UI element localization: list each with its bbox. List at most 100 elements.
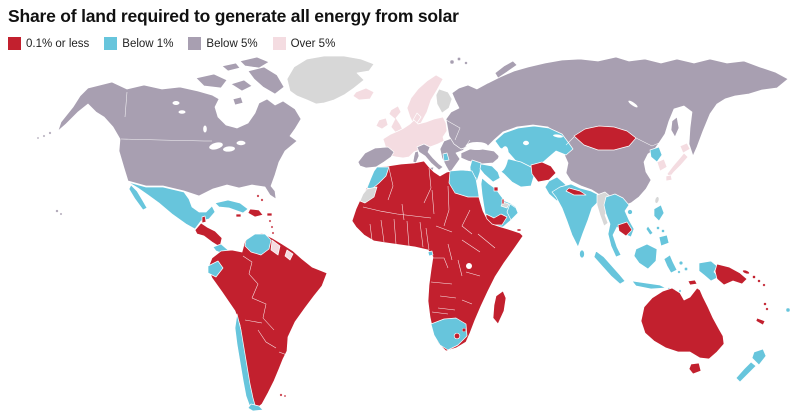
- region-new-zealand-south: [735, 361, 757, 383]
- great-bear-lake: [172, 101, 180, 105]
- region-italy: [416, 143, 444, 171]
- region-south-america: [207, 232, 328, 410]
- region-iceland: [352, 87, 375, 101]
- region-arctic-islands: [230, 79, 253, 92]
- region-east-timor: [687, 279, 698, 286]
- legend-swatch-purple-icon: [188, 37, 202, 50]
- great-slave-lake: [178, 110, 186, 114]
- region-australia: [640, 287, 725, 360]
- region-equatorial-guinea: [427, 250, 434, 257]
- region-belize: [201, 215, 207, 224]
- region-svalbard: [449, 59, 455, 65]
- region-guyana: [270, 239, 281, 256]
- region-java: [631, 280, 667, 290]
- region-japan-kyushu: [665, 174, 673, 182]
- region-puerto-rico: [266, 212, 273, 217]
- legend-item: Below 5%: [188, 37, 258, 50]
- region-falkland-islands: [283, 394, 287, 398]
- region-moluccas: [679, 261, 683, 265]
- lake-baikal: [628, 100, 638, 108]
- legend-label: Below 1%: [122, 37, 174, 50]
- region-moluccas: [684, 267, 688, 271]
- legend: 0.1% or less Below 1% Below 5% Over 5%: [8, 37, 335, 50]
- lake-erie-ontario: [236, 140, 246, 146]
- region-vanuatu: [763, 302, 767, 306]
- region-north-korea: [649, 146, 663, 163]
- region-hawaii: [55, 209, 59, 213]
- legend-item: 0.1% or less: [8, 37, 89, 50]
- region-iberia: [357, 146, 395, 169]
- region-philippines-visayas: [661, 229, 665, 233]
- region-venezuela: [244, 233, 272, 256]
- region-afghanistan: [530, 161, 557, 183]
- region-india: [551, 183, 608, 248]
- region-solomon-islands: [762, 283, 766, 287]
- region-french-guiana: [284, 249, 294, 261]
- black-sea: [466, 142, 488, 150]
- region-philippines-mindanao: [658, 234, 670, 247]
- region-lesser-antilles: [271, 231, 275, 235]
- region-sumatra: [593, 250, 626, 285]
- region-lesser-antilles: [268, 219, 272, 223]
- legend-swatch-red-icon: [8, 37, 21, 50]
- region-papua-new-guinea: [714, 263, 748, 286]
- region-lesotho: [453, 332, 461, 340]
- region-new-caledonia: [755, 317, 766, 326]
- region-borneo: [633, 243, 658, 270]
- region-svalbard: [457, 57, 461, 61]
- lake-balkhash: [553, 134, 563, 138]
- region-new-britain: [742, 269, 750, 275]
- region-svalbard: [464, 61, 468, 65]
- legend-item: Over 5%: [272, 37, 335, 50]
- lake-superior: [209, 142, 223, 150]
- region-tasmania: [688, 362, 702, 375]
- region-aleutian-islands: [48, 131, 52, 135]
- region-iran: [497, 158, 535, 188]
- region-south-korea: [656, 158, 668, 172]
- region-bahamas: [260, 198, 264, 202]
- region-solomon-islands: [752, 275, 756, 279]
- region-qatar: [501, 198, 505, 205]
- region-cuba: [214, 199, 249, 214]
- region-falkland-islands: [279, 393, 283, 397]
- region-western-europe: [382, 116, 448, 159]
- legend-swatch-blue-icon: [104, 37, 118, 50]
- region-baja-california: [128, 184, 148, 211]
- region-kuwait: [493, 186, 499, 192]
- region-ireland: [375, 117, 389, 130]
- region-sardinia-corsica: [412, 150, 420, 164]
- region-moluccas: [677, 270, 681, 274]
- region-sakhalin: [670, 116, 680, 138]
- region-nepal: [565, 187, 587, 196]
- region-philippines-visayas: [656, 226, 660, 230]
- region-hawaii: [59, 212, 63, 216]
- country-borders: [120, 91, 660, 356]
- region-bahamas: [256, 194, 260, 198]
- lake-michigan-huron: [223, 146, 235, 152]
- region-taiwan: [654, 196, 660, 204]
- region-aleutian-islands: [36, 136, 40, 140]
- region-sulawesi: [663, 254, 678, 274]
- region-arctic-islands: [232, 96, 244, 106]
- lake-winnipeg: [203, 125, 207, 133]
- region-solomon-islands: [757, 279, 761, 283]
- region-cambodia: [617, 221, 633, 237]
- region-japan-hokkaido: [679, 142, 691, 154]
- region-oman: [506, 203, 519, 221]
- region-albania: [442, 152, 450, 162]
- legend-swatch-pink-icon: [272, 37, 286, 50]
- aral-sea: [523, 140, 529, 146]
- region-ecuador: [207, 260, 224, 278]
- region-mexico: [127, 181, 216, 230]
- region-central-asia: [494, 125, 574, 170]
- region-turkey: [460, 148, 501, 165]
- region-lesser-antilles: [270, 225, 274, 229]
- region-sri-lanka: [579, 249, 585, 259]
- region-hainan: [627, 209, 633, 215]
- region-arctic-islands: [239, 56, 270, 69]
- region-new-zealand-north: [751, 348, 767, 366]
- region-arctic-islands: [247, 66, 285, 95]
- region-japan-honshu: [666, 152, 689, 178]
- region-socotra: [516, 228, 522, 232]
